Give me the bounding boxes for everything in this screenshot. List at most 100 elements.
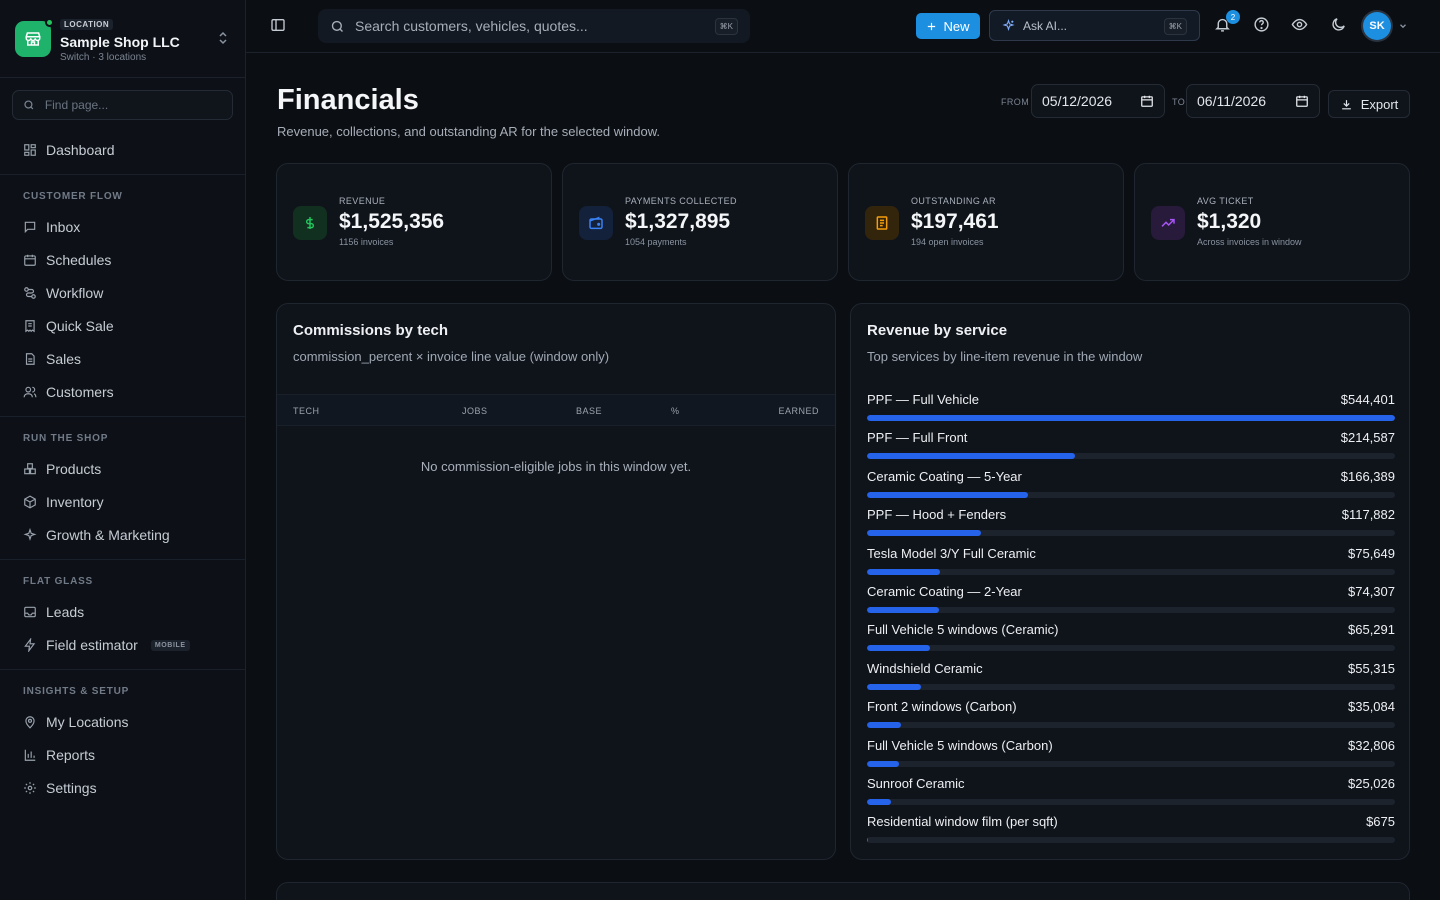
kpi-sub: 1156 invoices — [339, 237, 394, 247]
page-subtitle: Revenue, collections, and outstanding AR… — [277, 124, 661, 139]
calendar-icon[interactable] — [1295, 94, 1309, 108]
bell-icon[interactable] — [1214, 16, 1231, 33]
receipt-icon — [23, 319, 37, 333]
to-date-input[interactable]: 06/11/2026 — [1186, 84, 1320, 118]
service-bar-track — [867, 645, 1395, 652]
export-label: Export — [1360, 96, 1399, 112]
nav-quick-sale[interactable]: Quick Sale — [0, 310, 245, 342]
search-icon — [24, 100, 34, 110]
nav-dashboard[interactable]: Dashboard — [0, 134, 245, 166]
nav-section-customer-flow: CUSTOMER FLOW — [23, 191, 123, 202]
global-search[interactable]: ⌘K — [318, 9, 750, 43]
find-page-box[interactable] — [12, 90, 233, 120]
col-jobs[interactable]: JOBS — [462, 406, 488, 416]
service-revenue: $214,587 — [1340, 430, 1395, 446]
nav-inbox[interactable]: Inbox — [0, 211, 245, 243]
service-revenue: $675 — [1366, 814, 1395, 830]
export-button[interactable]: Export — [1328, 90, 1410, 118]
page-title: Financials — [277, 84, 419, 116]
nav-growth-marketing[interactable]: Growth & Marketing — [0, 519, 245, 551]
service-name: Tesla Model 3/Y Full Ceramic — [867, 545, 1036, 561]
user-avatar[interactable]: SK — [1363, 12, 1391, 40]
kpi-card-revenue: REVENUE $1,525,356 1156 invoices — [276, 163, 552, 281]
package-icon — [23, 495, 37, 509]
kpi-sub: 194 open invoices — [911, 237, 984, 247]
nav-field-estimator[interactable]: Field estimator MOBILE — [0, 629, 245, 661]
service-row: Windshield Ceramic $55,315 — [867, 661, 1395, 699]
nav-sales[interactable]: Sales — [0, 343, 245, 375]
kpi-label: AVG TICKET — [1197, 196, 1254, 206]
service-revenue: $35,084 — [1348, 699, 1395, 715]
calendar-icon[interactable] — [1140, 94, 1154, 108]
kpi-label: REVENUE — [339, 196, 386, 206]
nav-label: Quick Sale — [46, 318, 114, 334]
nav-inventory[interactable]: Inventory — [0, 486, 245, 518]
kpi-sub: Across invoices in window — [1197, 237, 1302, 247]
divider — [0, 669, 245, 670]
service-name: Full Vehicle 5 windows (Ceramic) — [867, 622, 1059, 638]
table-header: TECH JOBS BASE % EARNED — [277, 394, 835, 426]
to-label: TO — [1172, 97, 1186, 107]
kpi-value: $1,525,356 — [339, 210, 445, 233]
download-icon — [1341, 99, 1351, 109]
service-name: Front 2 windows (Carbon) — [867, 699, 1017, 715]
sparkle-icon — [23, 528, 37, 542]
dollar-icon — [293, 206, 327, 240]
global-search-input[interactable] — [355, 18, 695, 34]
service-bar-fill — [867, 683, 921, 690]
nav-leads[interactable]: Leads — [0, 596, 245, 628]
service-name: PPF — Full Front — [867, 430, 968, 446]
to-date-value: 06/11/2026 — [1197, 93, 1267, 109]
revenue-by-service-panel: Revenue by service Top services by line-… — [850, 303, 1410, 860]
sidebar-toggle-icon[interactable] — [270, 17, 286, 33]
help-icon[interactable] — [1253, 16, 1270, 33]
trending-up-icon — [1151, 206, 1185, 240]
service-revenue: $25,026 — [1348, 776, 1395, 791]
nav-customers[interactable]: Customers — [0, 376, 245, 408]
service-bar-fill — [867, 491, 1029, 498]
service-revenue: $32,806 — [1348, 737, 1395, 753]
service-row: Sunroof Ceramic $25,026 — [867, 776, 1395, 814]
col-tech[interactable]: TECH — [293, 406, 320, 416]
store-icon — [25, 31, 41, 46]
nav-settings[interactable]: Settings — [0, 772, 245, 804]
col-percent[interactable]: % — [671, 406, 680, 416]
service-bar-fill — [867, 760, 899, 767]
new-button[interactable]: New — [916, 13, 980, 39]
service-bar-track — [867, 799, 1395, 805]
location-switcher[interactable]: LOCATION Sample Shop LLC Switch · 3 loca… — [0, 0, 245, 78]
divider — [0, 174, 245, 175]
kpi-value: $197,461 — [911, 210, 999, 233]
notification-count: 2 — [1226, 10, 1240, 24]
online-indicator — [45, 17, 54, 27]
nav-schedules[interactable]: Schedules — [0, 244, 245, 276]
col-base[interactable]: BASE — [576, 406, 603, 416]
ask-ai-shortcut: ⌘K — [1163, 18, 1187, 35]
find-page-input[interactable] — [44, 98, 222, 112]
service-name: Residential window film (per sqft) — [867, 814, 1058, 830]
nav-products[interactable]: Products — [0, 453, 245, 485]
service-revenue: $75,649 — [1348, 545, 1395, 561]
workflow-icon — [23, 286, 37, 300]
nav-label: Products — [46, 461, 102, 477]
from-date-input[interactable]: 05/12/2026 — [1031, 84, 1165, 118]
nav-section-flat-glass: FLAT GLASS — [23, 576, 94, 587]
chevron-down-icon[interactable] — [1398, 21, 1408, 31]
eye-icon[interactable] — [1291, 16, 1308, 33]
service-bar-fill — [867, 837, 869, 844]
service-bar-fill — [867, 607, 940, 613]
moon-icon[interactable] — [1330, 16, 1347, 33]
service-revenue: $74,307 — [1348, 584, 1395, 599]
ask-ai-button[interactable]: Ask AI... ⌘K — [989, 10, 1200, 41]
calendar-icon — [23, 253, 37, 267]
next-card — [276, 882, 1410, 900]
shop-logo — [15, 17, 54, 57]
nav-workflow[interactable]: Workflow — [0, 277, 245, 309]
nav-my-locations[interactable]: My Locations — [0, 706, 245, 738]
plus-icon — [928, 22, 936, 30]
col-earned[interactable]: EARNED — [778, 406, 819, 416]
nav-reports[interactable]: Reports — [0, 739, 245, 771]
bolt-icon — [23, 638, 37, 652]
wallet-icon — [579, 206, 613, 240]
top-bar: ⌘K New Ask AI... ⌘K 2 SK — [246, 0, 1440, 53]
